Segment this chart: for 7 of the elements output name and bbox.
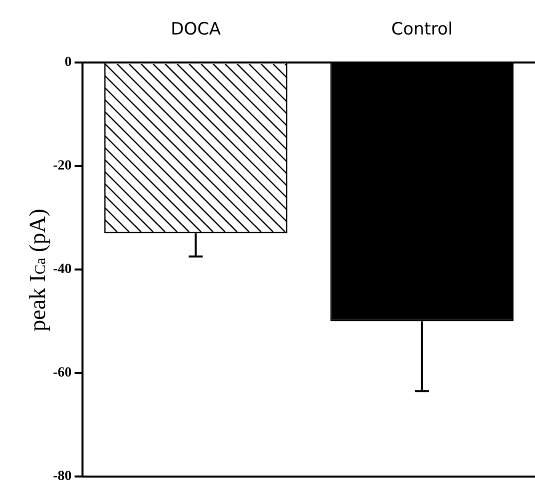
y-tick-label: -80 bbox=[52, 469, 72, 484]
y-tick-label: -40 bbox=[52, 262, 72, 278]
y-tick-label: 0 bbox=[64, 55, 72, 70]
x-tick-label: Control bbox=[391, 20, 453, 40]
x-tick-label: DOCA bbox=[170, 20, 222, 40]
y-tick-label: -20 bbox=[52, 158, 72, 174]
y-tick-label: -60 bbox=[52, 366, 72, 381]
